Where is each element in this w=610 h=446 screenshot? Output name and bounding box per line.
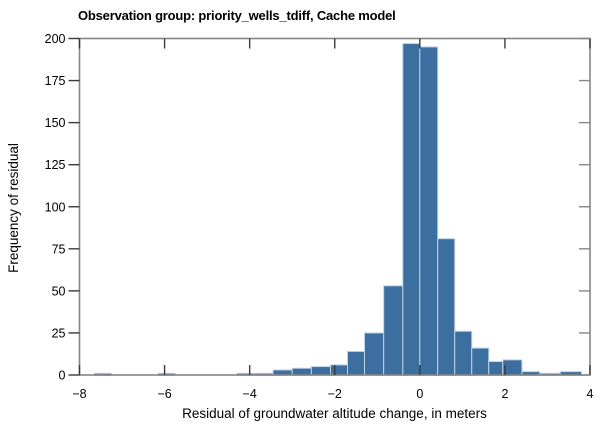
y-tick-label: 100 bbox=[45, 200, 66, 214]
histogram-bar bbox=[364, 332, 385, 376]
y-tick-label: 25 bbox=[52, 326, 66, 340]
y-tick-label: 200 bbox=[45, 32, 66, 46]
x-axis-label: Residual of groundwater altitude change,… bbox=[182, 406, 487, 421]
x-tick-label: −6 bbox=[157, 387, 171, 401]
y-tick-label: 0 bbox=[59, 369, 66, 383]
chart-title: Observation group: priority_wells_tdiff,… bbox=[78, 8, 396, 23]
y-tick-label: 150 bbox=[45, 116, 66, 130]
histogram-bar bbox=[488, 361, 504, 377]
histogram-bar bbox=[329, 364, 349, 376]
x-tick-label: −4 bbox=[243, 387, 257, 401]
x-tick-label: 4 bbox=[587, 387, 594, 401]
histogram-bar bbox=[502, 359, 523, 377]
y-tick-label: 50 bbox=[52, 284, 66, 298]
plot-border bbox=[78, 37, 591, 376]
histogram-bar bbox=[402, 43, 421, 377]
x-tick-label: −2 bbox=[328, 387, 342, 401]
x-tick-label: 2 bbox=[501, 387, 508, 401]
histogram-bar bbox=[419, 46, 439, 376]
y-axis-label: Frequency of residual bbox=[6, 143, 21, 273]
x-tick-label: 0 bbox=[416, 387, 423, 401]
histogram-bar bbox=[454, 330, 473, 377]
histogram-bar bbox=[310, 366, 331, 376]
y-tick-label: 75 bbox=[52, 242, 66, 256]
histogram-bar bbox=[471, 347, 490, 376]
x-tick-label: −8 bbox=[72, 387, 86, 401]
y-tick-label: 175 bbox=[45, 74, 66, 88]
y-tick-label: 125 bbox=[45, 158, 66, 172]
histogram-bar bbox=[437, 238, 456, 376]
histogram-bar bbox=[347, 350, 366, 377]
histogram-bar bbox=[383, 285, 404, 377]
